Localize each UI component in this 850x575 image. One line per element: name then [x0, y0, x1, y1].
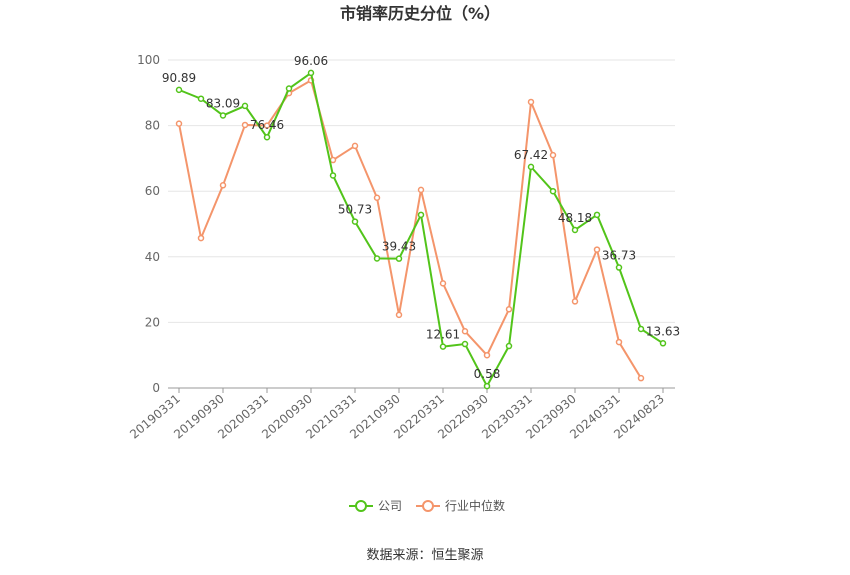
point-industry[interactable] — [197, 234, 205, 242]
legend-label-company[interactable]: 公司 — [378, 499, 402, 513]
point-company[interactable] — [351, 218, 359, 225]
point-company[interactable] — [285, 85, 293, 92]
point-industry[interactable] — [439, 280, 447, 287]
point-company[interactable] — [615, 264, 623, 271]
y-tick-label: 0 — [152, 381, 160, 395]
point-industry[interactable] — [593, 246, 601, 253]
data-label: 67.42 — [514, 148, 548, 162]
data-label: 76.46 — [250, 118, 284, 132]
y-tick-label: 60 — [145, 184, 160, 198]
point-industry[interactable] — [549, 151, 557, 159]
data-labels: 90.89 83.09 76.46 96.06 50.73 39.43 12.61 0.58 6… — [162, 54, 680, 381]
point-company[interactable] — [175, 86, 183, 94]
data-label: 12.61 — [426, 328, 460, 342]
data-label: 0.58 — [474, 367, 501, 381]
point-company[interactable] — [263, 133, 271, 141]
chart-title: 市销率历史分位（%） — [340, 4, 500, 23]
data-label: 83.09 — [206, 96, 240, 110]
y-tick-label: 20 — [145, 315, 160, 329]
point-industry[interactable] — [571, 298, 579, 305]
point-company[interactable] — [483, 382, 491, 390]
point-industry[interactable] — [461, 328, 469, 335]
point-industry[interactable] — [527, 98, 535, 106]
data-label: 39.43 — [382, 240, 416, 254]
point-industry[interactable] — [417, 186, 425, 194]
point-industry[interactable] — [329, 156, 337, 164]
series-layer — [175, 69, 667, 390]
point-company[interactable] — [505, 342, 513, 350]
data-label: 48.18 — [558, 211, 592, 225]
point-company[interactable] — [659, 340, 667, 347]
point-company[interactable] — [395, 255, 403, 262]
point-company[interactable] — [329, 172, 337, 179]
data-label: 90.89 — [162, 71, 196, 85]
point-industry[interactable] — [483, 351, 491, 359]
data-label: 50.73 — [338, 203, 372, 217]
point-industry[interactable] — [615, 338, 623, 346]
point-company[interactable] — [461, 340, 469, 348]
data-label: 36.73 — [602, 249, 636, 263]
point-company[interactable] — [527, 163, 535, 171]
legend-marker-industry — [422, 500, 434, 512]
point-company[interactable] — [571, 226, 579, 234]
point-industry[interactable] — [637, 374, 645, 382]
data-label: 13.63 — [646, 324, 680, 338]
point-company[interactable] — [549, 187, 557, 195]
legend-label-industry[interactable]: 行业中位数 — [445, 498, 505, 513]
legend-marker-company — [355, 500, 367, 512]
y-tick-label: 100 — [137, 53, 160, 67]
point-industry[interactable] — [395, 311, 403, 319]
series-line-industry — [178, 78, 642, 379]
point-company[interactable] — [593, 211, 601, 219]
y-tick-label: 40 — [145, 250, 160, 264]
point-industry[interactable] — [219, 182, 227, 189]
point-company[interactable] — [439, 343, 447, 350]
point-company[interactable] — [417, 211, 425, 219]
source-text: 数据来源：恒生聚源 — [366, 548, 483, 563]
point-industry[interactable] — [373, 194, 381, 202]
point-company[interactable] — [307, 69, 315, 77]
point-industry[interactable] — [263, 122, 271, 129]
point-company[interactable] — [219, 112, 227, 119]
point-company[interactable] — [241, 102, 249, 110]
point-industry[interactable] — [505, 306, 513, 313]
point-industry[interactable] — [241, 121, 249, 129]
point-industry[interactable] — [175, 120, 183, 127]
legend[interactable]: 公司 行业中位数 — [349, 498, 505, 513]
point-company[interactable] — [637, 325, 645, 333]
point-company[interactable] — [197, 95, 205, 102]
y-tick-label: 80 — [145, 119, 160, 133]
point-industry[interactable] — [351, 142, 359, 150]
point-company[interactable] — [373, 255, 381, 262]
data-label: 96.06 — [294, 54, 328, 68]
